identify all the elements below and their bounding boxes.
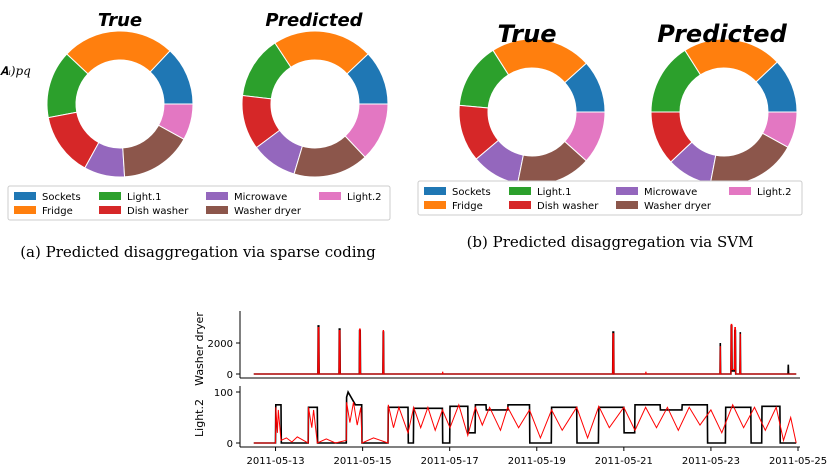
legend-b-label-sockets: Sockets	[452, 187, 491, 198]
donut-b-true-title: True	[498, 20, 557, 48]
timeseries-light2: 100 0 Light.2 2011-05-13 2011-05-15 2011-0…	[193, 386, 827, 467]
donut-b-predicted-title: Predicted	[657, 20, 787, 48]
light2-ytick-label-100: 100	[214, 388, 233, 399]
legend-b-swatch-dish-washer	[509, 201, 531, 209]
xtick-label-2011-05-15: 2011-05-15	[334, 456, 392, 467]
legend-a-swatch-washer-dryer	[206, 206, 228, 214]
light2-ylabel: Light.2	[193, 399, 206, 437]
light2-ytick-label-0: 0	[227, 439, 233, 450]
xtick-label-2011-05-19: 2011-05-19	[508, 456, 566, 467]
legend-b-swatch-fridge	[424, 201, 446, 209]
legend-a-swatch-dish-washer	[99, 206, 121, 214]
legend-b-label-dish-washer: Dish washer	[537, 201, 599, 212]
legend-a-label-dish-washer: Dish washer	[127, 206, 189, 217]
legend-b-swatch-microwave	[616, 187, 638, 195]
donut-b-predicted	[650, 38, 798, 186]
legend-b-label-washer-dryer: Washer dryer	[644, 201, 712, 212]
partial-formula-label: 𝐀ᵢ)pq	[0, 64, 31, 78]
donut-a-true-slice-fridge	[66, 30, 171, 75]
light2-predicted-line	[253, 402, 797, 444]
legend-b-swatch-sockets	[424, 187, 446, 195]
washer-dryer-ytick-label-2000: 2000	[208, 339, 233, 350]
legend-a-label-sockets: Sockets	[42, 192, 81, 203]
legend-a-label-fridge: Fridge	[42, 206, 73, 217]
caption-b: (b) Predicted disaggregation via SVM	[467, 233, 754, 251]
xtick-label-2011-05-23: 2011-05-23	[682, 456, 740, 467]
donut-a-predicted-title: Predicted	[265, 10, 363, 31]
washer-dryer-predicted-line	[253, 323, 797, 375]
legend-a: Sockets Light.1 Microwave Light.2 Fridge Dish…	[7, 185, 391, 221]
legend-b-swatch-washer-dryer	[616, 201, 638, 209]
xtick-label-2011-05-25: 2011-05-25	[769, 456, 827, 467]
donut-a-true	[46, 30, 194, 178]
xtick-label-2011-05-21: 2011-05-21	[595, 456, 653, 467]
legend-a-swatch-light-2	[319, 192, 341, 200]
donut-a-predicted	[241, 30, 389, 178]
xtick-label-2011-05-13: 2011-05-13	[246, 456, 304, 467]
washer-dryer-ytick-label-0: 0	[227, 370, 233, 381]
caption-a: (a) Predicted disaggregation via sparse …	[20, 243, 376, 261]
legend-b: Sockets Light.1 Microwave Light.2 Fridge Dish…	[417, 180, 803, 216]
donut-a-predicted-slice-light-2	[344, 103, 389, 158]
washer-dryer-true-line	[253, 325, 797, 375]
timeseries-washer-dryer: 2000 0 Washer dryer	[193, 311, 800, 386]
donut-b-true	[458, 38, 606, 186]
legend-b-label-light-2: Light.2	[757, 187, 792, 198]
donut-a-true-slice-light-2	[157, 103, 194, 140]
washer-dryer-ylabel: Washer dryer	[193, 312, 206, 386]
legend-b-swatch-light-2	[729, 187, 751, 195]
legend-a-swatch-microwave	[206, 192, 228, 200]
donut-a-true-title: True	[98, 10, 142, 31]
legend-a-swatch-sockets	[14, 192, 36, 200]
legend-b-label-fridge: Fridge	[452, 201, 483, 212]
legend-a-label-microwave: Microwave	[234, 192, 287, 203]
legend-a-label-light-1: Light.1	[127, 192, 162, 203]
legend-a-label-light-2: Light.2	[347, 192, 382, 203]
legend-a-label-washer-dryer: Washer dryer	[234, 206, 302, 217]
donut-b-predicted-slice-light-2	[761, 111, 798, 148]
legend-b-swatch-light-1	[509, 187, 531, 195]
legend-b-label-microwave: Microwave	[644, 187, 697, 198]
xtick-label-2011-05-17: 2011-05-17	[421, 456, 479, 467]
donut-b-true-slice-light-2	[564, 111, 606, 162]
legend-b-label-light-1: Light.1	[537, 187, 572, 198]
legend-a-swatch-light-1	[99, 192, 121, 200]
legend-a-swatch-fridge	[14, 206, 36, 214]
